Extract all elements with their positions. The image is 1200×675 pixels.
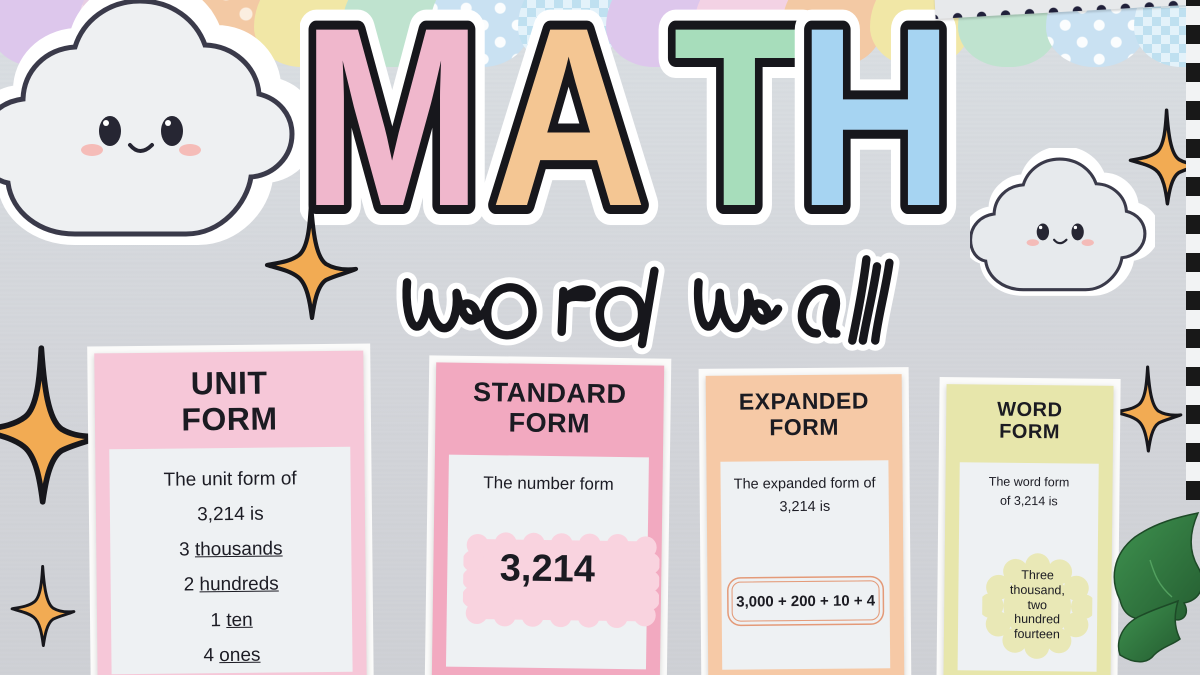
svg-text:A: A <box>490 0 647 260</box>
svg-text:H: H <box>797 0 954 260</box>
svg-text:T: T <box>673 0 805 260</box>
